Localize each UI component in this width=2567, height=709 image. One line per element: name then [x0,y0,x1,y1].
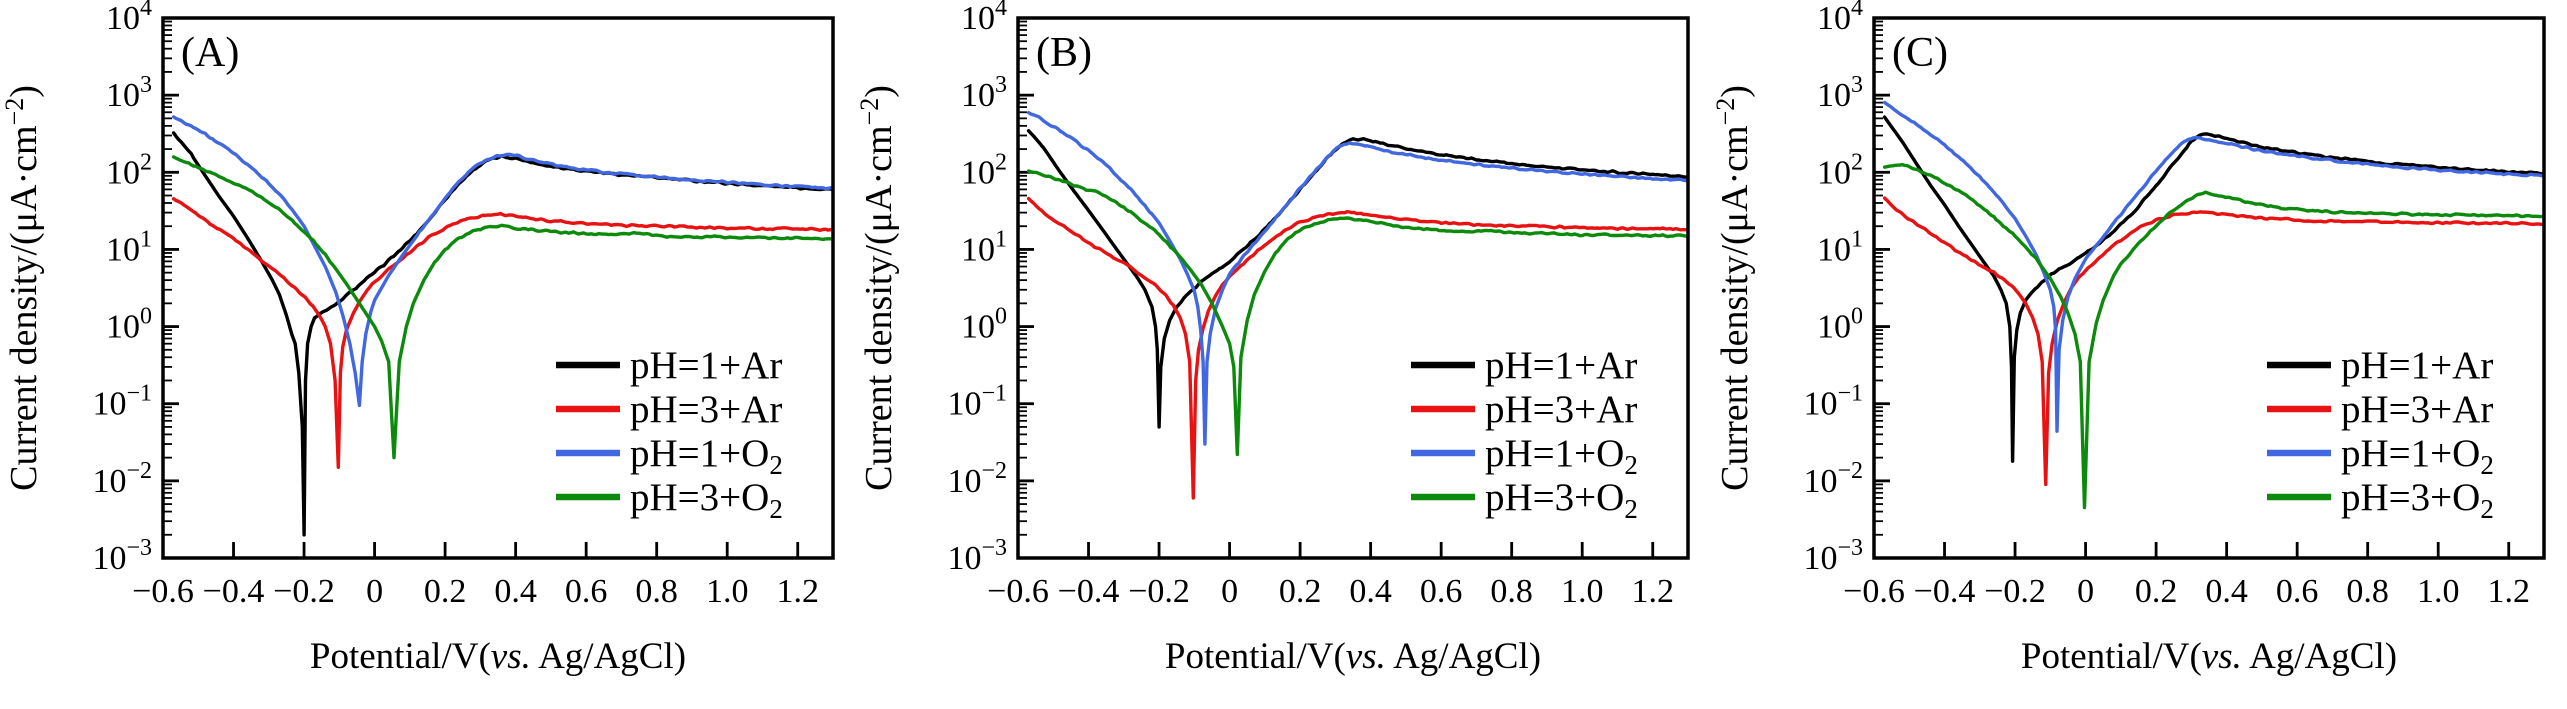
y-tick-label: 100 [106,304,152,346]
y-tick-label: 101 [106,226,152,268]
x-tick-label: 0 [2077,573,2094,610]
y-tick-label: 10−3 [92,535,152,577]
series-line-pH=3+O2 [171,155,833,460]
legend-label-pH=3+Ar: pH=3+Ar [630,388,782,431]
y-tick-label: 10−3 [947,535,1007,577]
x-tick-label: −0.2 [273,573,335,610]
y-tick-label: 103 [1817,72,1863,114]
axis-box [161,16,835,560]
chart-panel-b: −0.6 −0.4 −0.2 0 0.2 0.4 0.6 0.8 1.0 1.2 104 103 102… [855,0,1690,677]
y-tick-label: 101 [961,226,1007,268]
x-tick-label: 0.8 [1490,573,1533,610]
y-tick-label: 103 [106,72,152,114]
x-tick-label: 0.4 [2205,573,2248,610]
y-tick-label: 102 [961,149,1007,191]
x-tick-label: 0 [1221,573,1238,610]
x-tick-label: 1.2 [1631,573,1674,610]
x-tick-label: 0.6 [2276,573,2319,610]
x-tick-label: 1.0 [706,573,749,610]
x-tick-label: 0.2 [424,573,467,610]
y-axis-title: Current density/(μA·cm−2) [1711,85,1756,491]
x-tick-label: −0.2 [1984,573,2046,610]
x-tick-label: 0.6 [565,573,608,610]
x-tick-label: 1.0 [1561,573,1604,610]
x-axis-title: Potential/V(vs. Ag/AgCl) [310,636,686,677]
panel-b: −0.6 −0.4 −0.2 0 0.2 0.4 0.6 0.8 1.0 1.2 104 103 102… [855,0,1710,709]
series-line-pH=1+O2 [1026,111,1688,446]
y-tick-label: 100 [961,304,1007,346]
chart-panel-c: −0.6 −0.4 −0.2 0 0.2 0.4 0.6 0.8 1.0 1.2 104 103 102… [1711,0,2546,677]
legend-label-pH=3+O2: pH=3+O2 [630,476,783,524]
panel-letter: (B) [1036,30,1092,76]
y-tick-label: 10−1 [1803,381,1863,423]
chart-panel-a: −0.6 −0.4 −0.2 0 0.2 0.4 0.6 0.8 1.0 1.2 104 103 102… [0,0,835,677]
y-tick-label: 10−1 [947,381,1007,423]
legend-label-pH=3+O2: pH=3+O2 [1485,476,1638,524]
x-axis-title: Potential/V(vs. Ag/AgCl) [2021,636,2397,677]
x-tick-label: 0.8 [635,573,678,610]
y-axis-title: Current density/(μA·cm−2) [0,85,45,491]
legend-label-pH=3+O2: pH=3+O2 [2341,476,2494,524]
x-tick-label: −0.6 [987,573,1049,610]
x-tick-label: 0.2 [1279,573,1322,610]
x-tick-label: −0.4 [1058,573,1120,610]
x-axis-title: Potential/V(vs. Ag/AgCl) [1165,636,1541,677]
series-line-pH=3+O2 [1882,162,2544,510]
y-tick-label: 104 [106,0,152,37]
legend-label-pH=1+O2: pH=1+O2 [630,432,783,480]
x-tick-label: 1.2 [2487,573,2530,610]
legend-label-pH=1+Ar: pH=1+Ar [2341,344,2493,387]
y-tick-label: 10−2 [1803,458,1863,500]
x-tick-label: 0.4 [494,573,537,610]
legend-label-pH=1+O2: pH=1+O2 [1485,432,1638,480]
series-line-pH=1+Ar [1026,129,1688,429]
panel-a: −0.6 −0.4 −0.2 0 0.2 0.4 0.6 0.8 1.0 1.2 104 103 102… [0,0,855,709]
x-tick-label: 0 [366,573,383,610]
series-line-pH=1+O2 [171,115,833,408]
y-tick-label: 104 [1817,0,1863,37]
axis-box [1872,16,2546,560]
y-tick-label: 102 [106,149,152,191]
y-tick-label: 10−2 [92,458,152,500]
legend-label-pH=1+Ar: pH=1+Ar [1485,344,1637,387]
panel-letter: (A) [181,30,239,76]
y-tick-label: 101 [1817,226,1863,268]
legend-label-pH=1+Ar: pH=1+Ar [630,344,782,387]
y-tick-label: 103 [961,72,1007,114]
series-line-pH=1+O2 [1882,100,2544,433]
panel-letter: (C) [1892,30,1948,76]
x-tick-label: 0.2 [2135,573,2178,610]
x-tick-label: −0.2 [1128,573,1190,610]
y-tick-label: 10−3 [1803,535,1863,577]
y-tick-label: 100 [1817,304,1863,346]
y-axis-title: Current density/(μA·cm−2) [855,85,900,491]
legend-label-pH=3+Ar: pH=3+Ar [2341,388,2493,431]
x-tick-label: −0.6 [1843,573,1905,610]
axis-box [1016,16,1690,560]
x-tick-label: −0.6 [132,573,194,610]
series-line-pH=3+Ar [171,197,833,469]
y-tick-label: 10−2 [947,458,1007,500]
y-tick-label: 102 [1817,149,1863,191]
x-tick-label: 0.8 [2346,573,2389,610]
x-tick-label: −0.4 [203,573,265,610]
panel-c: −0.6 −0.4 −0.2 0 0.2 0.4 0.6 0.8 1.0 1.2 104 103 102… [1710,0,2567,709]
series-line-pH=3+O2 [1026,169,1688,457]
y-tick-label: 10−1 [92,381,152,423]
series-line-pH=1+Ar [1882,115,2544,463]
x-tick-label: 0.6 [1420,573,1463,610]
y-tick-label: 104 [961,0,1007,37]
series-line-pH=3+Ar [1882,196,2544,487]
x-tick-label: 1.2 [776,573,819,610]
series-line-pH=3+Ar [1026,196,1688,500]
legend-label-pH=3+Ar: pH=3+Ar [1485,388,1637,431]
legend-label-pH=1+O2: pH=1+O2 [2341,432,2494,480]
x-tick-label: 1.0 [2417,573,2460,610]
x-tick-label: −0.4 [1914,573,1976,610]
x-tick-label: 0.4 [1349,573,1392,610]
